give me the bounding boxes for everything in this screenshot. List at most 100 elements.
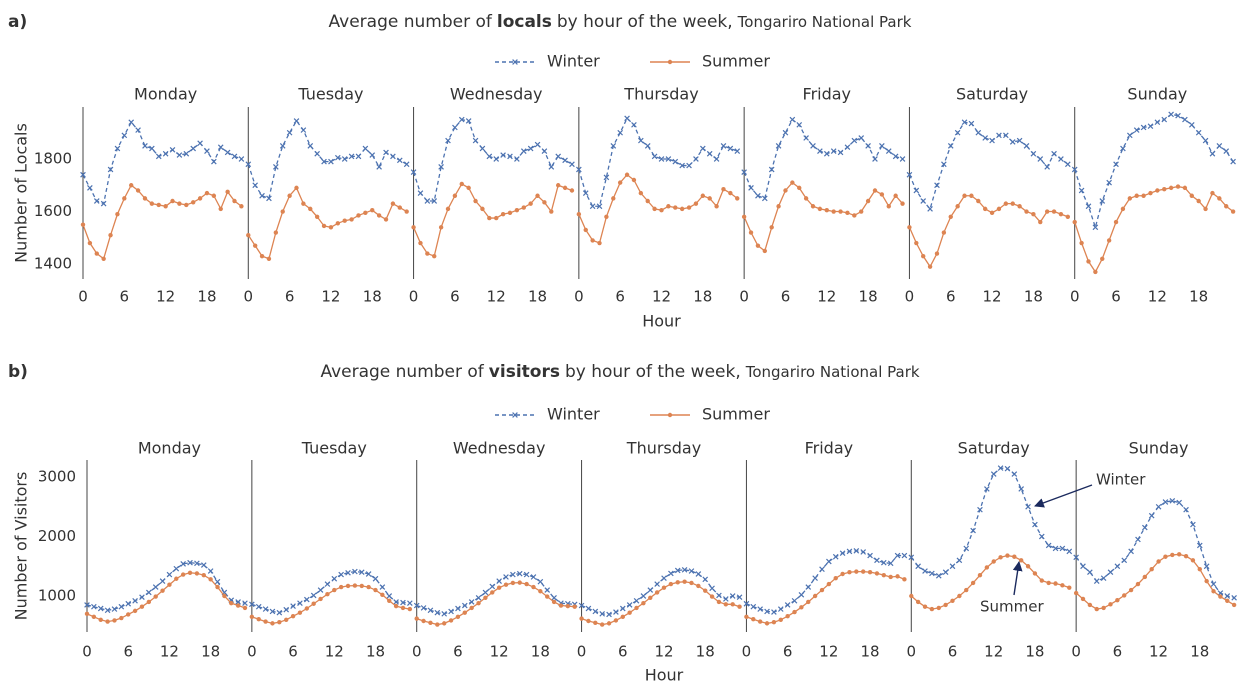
series-line [908, 121, 1069, 211]
point [659, 208, 664, 213]
point [709, 594, 715, 599]
point [1011, 471, 1018, 477]
x-tick-label: 0 [244, 288, 254, 306]
point [445, 137, 451, 144]
point [761, 195, 768, 202]
point [1147, 123, 1154, 129]
point [810, 204, 816, 209]
point [785, 614, 790, 619]
point [1017, 204, 1022, 209]
point [514, 156, 520, 162]
point [996, 132, 1002, 139]
x-tick-label: 6 [783, 643, 793, 661]
facet-label: Wednesday [453, 439, 546, 458]
point [874, 557, 880, 564]
point [936, 605, 941, 611]
point [737, 604, 742, 609]
facet-label: Thursday [623, 85, 698, 104]
point [222, 593, 227, 599]
point [627, 610, 632, 615]
point [255, 603, 262, 610]
point [153, 594, 158, 599]
y-tick-label: 1600 [34, 202, 72, 220]
series-line [578, 173, 738, 244]
point [682, 579, 687, 584]
point [702, 576, 709, 583]
point [651, 153, 658, 160]
legend-label: Winter [547, 52, 600, 71]
point [613, 618, 619, 623]
point [901, 552, 908, 559]
point [714, 204, 719, 209]
point [80, 222, 86, 227]
point [424, 198, 431, 204]
point [886, 204, 891, 209]
point [269, 608, 276, 615]
point [473, 198, 478, 204]
point [517, 580, 522, 585]
point [942, 569, 949, 576]
series-line [416, 573, 575, 615]
point [954, 129, 961, 136]
x-tick-label: 6 [453, 643, 463, 661]
point [162, 150, 169, 157]
point [1004, 465, 1011, 472]
point [139, 604, 145, 609]
point [654, 581, 660, 587]
point [1065, 161, 1071, 168]
point [273, 230, 279, 235]
point [689, 580, 694, 586]
point [956, 557, 963, 564]
point [888, 574, 893, 580]
point [338, 584, 344, 590]
point [407, 606, 413, 612]
point [452, 193, 458, 198]
point [922, 568, 928, 574]
point [840, 571, 845, 577]
point [610, 143, 617, 149]
point [490, 590, 495, 595]
point [483, 595, 488, 600]
point [748, 230, 754, 235]
point [1018, 558, 1024, 563]
point [970, 580, 976, 586]
legend-label: Summer [702, 405, 770, 424]
point [197, 196, 203, 201]
point [805, 584, 812, 590]
title-part: by hour of the week, [557, 12, 733, 32]
x-tick-label: 0 [412, 643, 422, 661]
x-tick-label: 6 [285, 288, 295, 306]
point [421, 618, 426, 624]
point [1142, 574, 1148, 580]
point [169, 146, 176, 153]
point [284, 617, 289, 623]
facet-label: Friday [803, 85, 852, 104]
point [146, 599, 152, 605]
point [748, 185, 754, 191]
point [383, 217, 389, 222]
point [359, 583, 364, 589]
point [1140, 124, 1147, 131]
point [792, 609, 797, 615]
x-tick-label: 0 [905, 288, 915, 306]
point [1175, 184, 1181, 189]
point [531, 584, 536, 590]
series-line [746, 550, 905, 613]
point [428, 620, 433, 625]
point [852, 213, 857, 218]
point [728, 190, 733, 196]
point [1188, 122, 1195, 128]
point [238, 156, 245, 162]
x-tick-label: 0 [907, 643, 917, 661]
point [1148, 512, 1155, 519]
point [837, 149, 844, 156]
point [1190, 558, 1196, 563]
point [1100, 575, 1107, 581]
point [703, 588, 708, 593]
point [528, 201, 533, 206]
point [947, 143, 954, 149]
series-line [86, 562, 246, 611]
point [1134, 193, 1139, 198]
point [135, 188, 141, 193]
point [225, 189, 230, 195]
